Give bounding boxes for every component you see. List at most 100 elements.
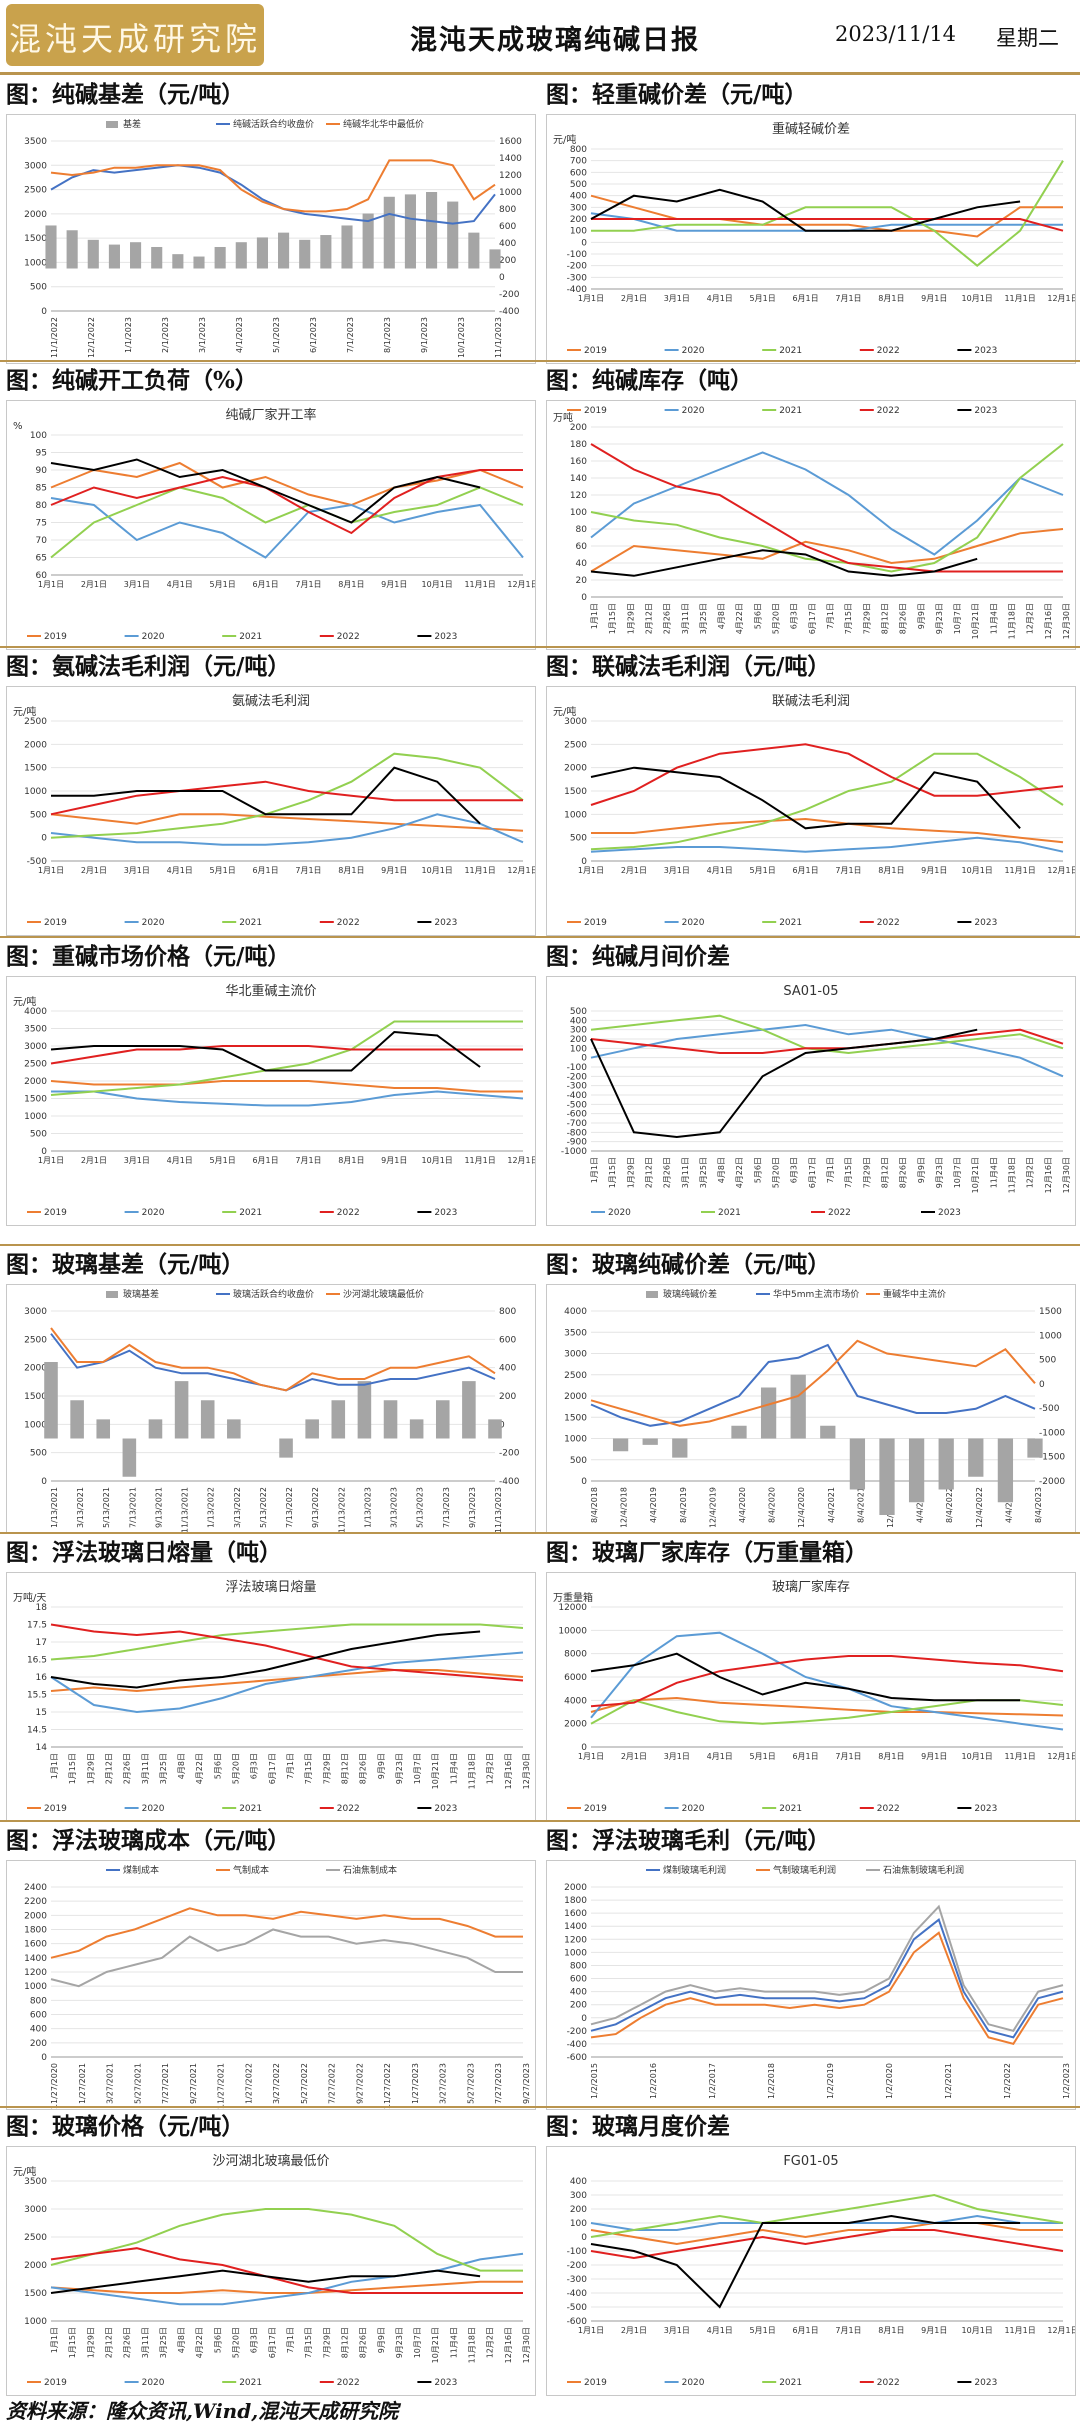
series-line [51,766,481,825]
x-tick-label: 12/4/2018 [620,1487,629,1528]
y-tick-label: 60 [576,542,588,552]
y2-tick-label: 0 [1039,1380,1045,1390]
y-tick-label: 1000 [24,258,47,268]
row-divider [0,1820,1080,1822]
y-tick-label: 1000 [24,1982,47,1992]
y-tick-label: 2500 [24,2233,47,2243]
legend-label: 2023 [938,1208,961,1218]
bar-mark [468,232,480,269]
chart-svg: 3000250020001500100050008006004002000-20… [24,1288,520,1533]
x-tick-label: 8/4/2020 [768,1487,777,1523]
chart-panel: 2400 2200 2000 1800 1600 1400 1200 1000 800 600 40… [6,1860,536,2110]
chart-panel: 2000 1800 1600 1400 1200 1000 800 600 400 200 0 -20… [546,1860,1076,2110]
chart-svg: SA01-055004003002001000-100-200-300-400-… [561,984,1071,1218]
brand-logo: 混沌天成研究院 [6,4,264,66]
x-tick-label: 3/1/2023 [198,317,207,353]
y-tick-label: 3000 [564,1350,587,1360]
y-tick-label: 800 [30,1996,47,2006]
y-tick-label: -500 [27,857,48,867]
bar-mark [279,1438,293,1458]
x-tick-label: 11/13/2023 [494,1487,503,1533]
x-tick-label: 1月29日 [86,1753,95,1784]
x-tick-label: 12月1日 [507,580,535,589]
section-title: 图：氨碱法毛利润（元/吨） [6,653,291,680]
x-tick-label: 4月22日 [195,1753,204,1784]
y-tick-label: 2000 [24,2261,47,2271]
y-tick-label: 2000 [564,1720,587,1730]
y-tick-label: 1500 [24,1392,47,1402]
x-tick-label: 11月1日 [1004,1752,1035,1761]
y-axis-label: 元/吨 [13,995,36,1008]
x-tick-label: 2月1日 [621,866,647,875]
y2-tick-label: -200 [499,1449,520,1459]
x-tick-label: 1月15日 [608,603,617,634]
x-tick-label: 9/13/2023 [468,1487,477,1528]
x-tick-label: 1/2/2022 [1003,2063,1012,2099]
y-axis-label: 万重量箱 [553,1591,593,1604]
x-tick-label: 6月1日 [792,866,818,875]
bar-mark [404,194,416,269]
y-tick-label: 500 [570,1007,587,1017]
bar-mark [331,1400,346,1439]
bar-mark [672,1438,688,1458]
legend-label: 2022 [337,918,360,928]
x-tick-label: 9月9日 [917,603,926,629]
y-tick-label: 180 [570,440,587,450]
bar-mark [938,1438,954,1490]
x-tick-label: 1月1日 [50,1753,59,1779]
x-tick-label: 4月1日 [707,294,733,303]
x-tick-label: 4/1/2023 [235,317,244,353]
y-tick-label: 2000 [564,1392,587,1402]
x-tick-label: 4月22日 [735,603,744,634]
x-tick-label: 4月22日 [195,2327,204,2358]
section-title: 图：玻璃月度价差 [546,2113,730,2140]
x-tick-label: 1月1日 [590,1157,599,1183]
x-tick-label: 1/2/2020 [885,2063,894,2099]
bar-mark [435,1400,450,1439]
y-tick-label: 500 [30,810,47,820]
bar-mark [227,1419,241,1439]
legend-label: 2022 [877,346,900,356]
bar-mark [383,1400,398,1439]
series-line [591,817,1064,844]
y-tick-label: 1500 [24,1095,47,1105]
x-tick-label: 9月9日 [917,1157,926,1183]
y2-tick-label: -400 [499,307,520,317]
section-title: 图：纯碱月间价差 [546,943,730,970]
x-tick-label: 7月1日 [835,294,861,303]
legend-label: 2020 [142,1208,165,1218]
legend-label: 气制玻璃毛利润 [773,1864,836,1876]
y-tick-label: 3000 [24,161,47,171]
x-tick-label: 8月1日 [338,1156,364,1165]
y-tick-label: 100 [30,431,47,441]
x-tick-label: 2月1日 [81,580,107,589]
x-tick-label: 5月20日 [232,1753,241,1784]
series-line [50,2280,523,2294]
y-tick-label: 3000 [24,1042,47,1052]
y-tick-label: -200 [567,262,588,272]
chart-svg: 2000180016001400120010008006004002000-20… [564,1864,1071,2099]
series-line [50,1045,523,1065]
x-tick-label: 6月1日 [792,2326,818,2335]
x-tick-label: 7月15日 [304,1753,313,1784]
y-tick-label: -1000 [561,1147,587,1157]
x-tick-label: 3月1日 [664,1752,690,1761]
bar-mark [299,239,311,269]
series-line [590,1343,1036,1427]
x-tick-label: 7/27/2023 [494,2063,503,2104]
y-tick-label: -100 [567,2247,588,2257]
series-line [590,1904,1064,2032]
bar-mark [997,1438,1014,1503]
y-tick-label: -800 [567,1128,588,1138]
legend-label: 2021 [239,1804,262,1814]
data-source-footer: 资料来源：隆众资讯,Wind,混沌天成研究院 [6,2399,399,2423]
y-tick-label: 16 [36,1673,48,1683]
x-tick-label: 7月15日 [844,603,853,634]
y2-tick-label: 1200 [499,171,522,181]
bar-mark [172,254,184,269]
x-tick-label: 10月1日 [962,294,993,303]
legend-label: 2020 [682,918,705,928]
series-line [50,1333,496,1392]
y-tick-label: 100 [570,2219,587,2229]
x-tick-label: 3月25日 [699,1157,708,1188]
